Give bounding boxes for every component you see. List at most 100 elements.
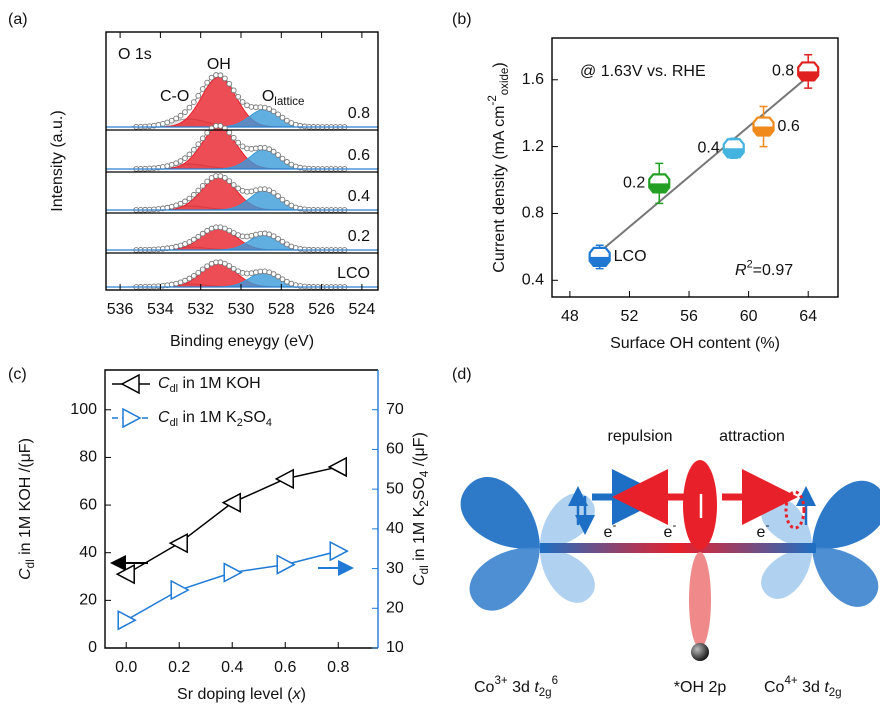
data-point <box>204 227 210 234</box>
right-label: Co4+ 3d t2g <box>764 675 842 699</box>
electron-label: e- <box>604 518 617 541</box>
text-part: dl <box>170 383 178 395</box>
y-tick-label: 0.4 <box>522 272 544 289</box>
data-point <box>275 152 281 158</box>
point-label: 0.4 <box>697 140 719 157</box>
text-part: 2 <box>419 500 431 506</box>
hydrogen-atom <box>691 643 709 661</box>
text-part: Current density (mA cm <box>491 106 508 273</box>
text-part: ) <box>491 62 508 67</box>
text-part: x <box>292 686 302 703</box>
text-part: O <box>262 88 274 105</box>
y-tick-label: 100 <box>70 401 97 418</box>
y2-tick-label: 30 <box>386 560 404 577</box>
data-point <box>208 74 215 81</box>
data-point <box>182 109 188 115</box>
data-point <box>270 108 277 115</box>
data-point <box>186 151 193 158</box>
y2-tick-label: 60 <box>386 441 404 458</box>
text-part: e <box>604 524 613 541</box>
text-part: Co <box>764 679 785 696</box>
panel-label: (c) <box>8 366 27 383</box>
data-point <box>173 160 179 167</box>
left-label: Co3+ 3d t2g6 <box>474 675 558 699</box>
text-part: Sr doping level ( <box>177 686 293 703</box>
panel-label: (a) <box>8 11 28 28</box>
data-point <box>186 104 193 111</box>
x-tick-label: 0.6 <box>274 659 296 676</box>
data-point <box>195 141 202 148</box>
marker <box>276 554 296 575</box>
legend-marker <box>120 373 140 395</box>
series-label: 0.6 <box>348 147 370 164</box>
point-label: 0.6 <box>778 118 800 135</box>
data-point <box>230 134 237 141</box>
data-point <box>190 272 197 279</box>
x-tick-label: 534 <box>147 301 174 318</box>
text-part: e <box>757 524 766 541</box>
annotation: @ 1.63V vs. RHE <box>580 63 706 80</box>
data-point <box>190 191 197 198</box>
x-tick-label: 526 <box>308 301 335 318</box>
r-squared: R2=0.97 <box>735 258 793 279</box>
data-point <box>284 159 290 165</box>
panel-label: (d) <box>452 366 472 383</box>
data-point <box>275 273 281 280</box>
data-point <box>226 263 233 269</box>
data-point <box>226 129 233 136</box>
x-axis-label: Binding eneygy (eV) <box>170 333 314 350</box>
data-point <box>190 99 197 105</box>
text-part: in 1M KOH /(μF) <box>17 438 34 559</box>
data-point <box>186 195 193 202</box>
text-part: C <box>411 574 428 586</box>
data-point <box>284 117 290 124</box>
p-lobe-bottom <box>689 552 711 648</box>
data-point <box>168 117 175 124</box>
series-label: 0.8 <box>348 105 370 122</box>
data-point <box>204 263 210 270</box>
text-part: - <box>672 518 676 532</box>
marker-fill <box>649 183 670 193</box>
bond-band <box>540 543 816 553</box>
text-part: SO <box>243 409 266 426</box>
data-point <box>270 148 277 155</box>
x-tick-label: 0.4 <box>221 659 243 676</box>
data-point <box>204 178 210 185</box>
data-point <box>248 270 255 276</box>
series-line <box>125 550 339 621</box>
marker-fill <box>723 148 744 158</box>
data-point <box>230 87 237 94</box>
data-point <box>235 93 242 100</box>
data-point <box>217 72 224 79</box>
point-label: 0.8 <box>772 63 794 80</box>
text-part: ) <box>301 686 306 703</box>
marker-fill <box>798 71 819 81</box>
data-point <box>195 187 202 194</box>
text-part: 2 <box>237 417 243 429</box>
text-part: oxide <box>499 68 511 96</box>
text-part: Co <box>474 679 495 696</box>
marker <box>274 468 294 490</box>
text-part: e <box>664 524 673 541</box>
peak-label: C-O <box>160 88 189 105</box>
marker <box>221 492 241 513</box>
orbital-lobes <box>460 477 880 611</box>
data-point <box>186 275 193 282</box>
left-frame <box>104 369 378 649</box>
data-point <box>186 239 193 245</box>
data-point <box>182 198 188 205</box>
data-point <box>204 129 210 136</box>
data-point <box>266 146 273 152</box>
text-part: dl <box>25 559 37 568</box>
data-point <box>270 271 277 277</box>
data-point <box>261 230 268 237</box>
text-part: dl <box>419 565 431 574</box>
data-point <box>222 175 228 181</box>
d-orbital-lobe <box>539 493 595 549</box>
y-tick-label: 0.8 <box>522 205 544 222</box>
text-part: t <box>824 679 829 696</box>
y-axis-label: Intensity (a.u.) <box>49 110 66 211</box>
data-point <box>177 200 184 207</box>
repulsion-label: repulsion <box>608 428 673 445</box>
